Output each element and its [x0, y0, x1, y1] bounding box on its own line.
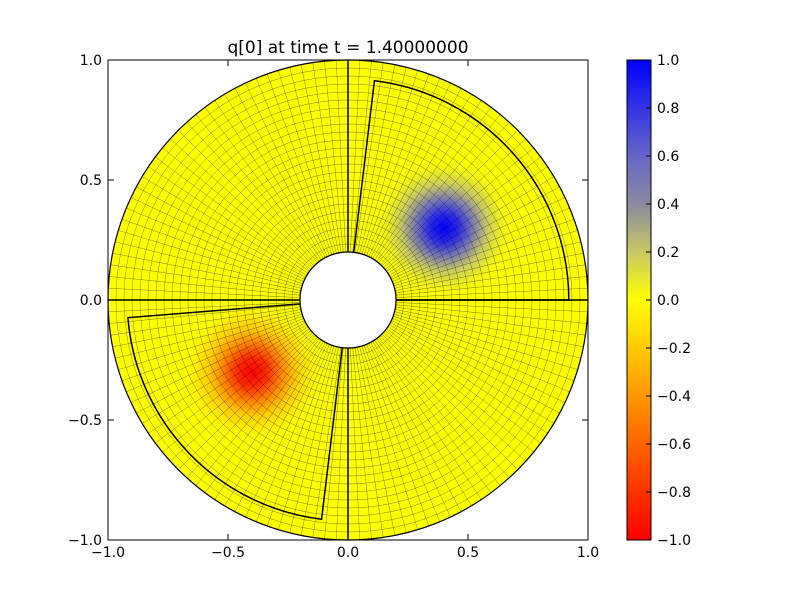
x-tick-label: 1.0	[577, 545, 599, 561]
x-tick-label: 0.5	[457, 545, 479, 561]
y-tick-label: −1.0	[68, 533, 102, 549]
colorbar-tick-label: −0.4	[657, 389, 691, 405]
inner-hole	[299, 251, 397, 349]
y-tick-label: 0.5	[80, 173, 102, 189]
colorbar-tick-label: −0.8	[657, 485, 691, 501]
y-axis: −1.0 −0.5 0.0 0.5 1.0	[68, 53, 588, 549]
x-tick-label: −0.5	[211, 545, 245, 561]
y-tick-label: 0.0	[80, 293, 102, 309]
x-tick-label: −1.0	[91, 545, 125, 561]
colorbar-tick-label: −0.6	[657, 437, 691, 453]
x-axis: −1.0 −0.5 0.0 0.5 1.0	[91, 60, 599, 561]
x-tick-label: 0.0	[337, 545, 359, 561]
colorbar-tick-label: 0.2	[657, 245, 679, 261]
chart-title: q[0] at time t = 1.40000000	[227, 38, 468, 58]
colorbar-tick-label: 0.0	[657, 293, 679, 309]
colorbar-tick-label: 0.8	[657, 101, 679, 117]
colorbar-tick-label: 0.6	[657, 149, 679, 165]
y-tick-label: 1.0	[80, 53, 102, 69]
colorbar: 1.0 0.8 0.6 0.4 0.2 0.0 −0.2 −0.4 −0.6 −0.8 −1.0	[626, 53, 691, 549]
colorbar-tick-label: 1.0	[657, 53, 679, 69]
plot-area	[107, 59, 589, 541]
colorbar-tick-label: 0.4	[657, 197, 679, 213]
colorbar-ticks: 1.0 0.8 0.6 0.4 0.2 0.0 −0.2 −0.4 −0.6 −0.8 −1.0	[646, 53, 691, 549]
y-tick-label: −0.5	[68, 413, 102, 429]
colorbar-tick-label: −1.0	[657, 533, 691, 549]
colorbar-tick-label: −0.2	[657, 341, 691, 357]
